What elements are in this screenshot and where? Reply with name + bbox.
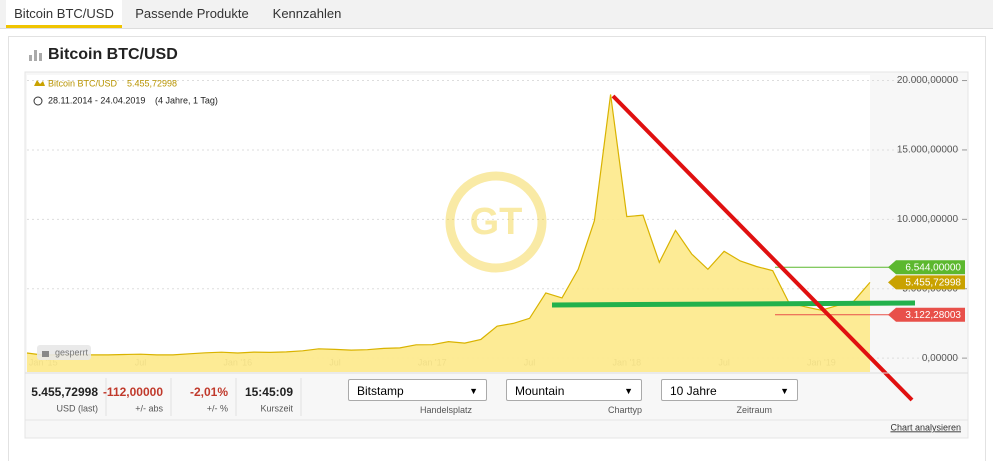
drawn-trend-line — [611, 94, 914, 402]
tab[interactable]: Passende Produkte — [135, 6, 249, 21]
panel — [8, 36, 986, 461]
stat-value: -112,00000 — [103, 385, 163, 399]
stat-label: USD (last) — [56, 403, 98, 413]
stat-label: Kurszeit — [260, 403, 293, 413]
y-tick-label: 10.000,00000 — [897, 214, 959, 225]
lock-badge — [37, 345, 91, 360]
stat-value: 15:45:09 — [245, 385, 293, 399]
watermark: GT — [445, 171, 547, 273]
clock-icon — [33, 96, 43, 106]
select-label: Zeitraum — [736, 405, 772, 415]
select[interactable]: Mountain — [506, 379, 642, 402]
tab-bar: Bitcoin BTC/USD Passende Produkte Kennza… — [0, 0, 993, 29]
tab[interactable]: Bitcoin BTC/USD — [6, 0, 122, 28]
y-tick-label: 0,00000 — [922, 353, 959, 364]
legend-icon — [34, 80, 45, 86]
legend-price: 5.455,72998 — [127, 78, 177, 88]
lock-icon — [42, 351, 49, 357]
select-label: Charttyp — [607, 405, 642, 415]
y-tick-label: 15.000,00000 — [897, 145, 959, 156]
select[interactable]: 10 Jahre — [661, 379, 798, 402]
mountain-line — [26, 94, 871, 356]
marker-label: 5.455,72998 — [905, 278, 961, 289]
stat-value: 5.455,72998 — [31, 385, 98, 399]
chart-icon — [29, 50, 42, 61]
marker-badge — [888, 307, 965, 322]
drawn-support-line — [551, 300, 916, 308]
lock-label: gesperrt — [55, 347, 89, 357]
stat-label: +/- % — [207, 403, 228, 413]
marker-badge — [888, 260, 965, 275]
page-title: Bitcoin BTC/USD — [48, 46, 178, 63]
stat-value: -2,01% — [190, 385, 228, 399]
tab[interactable]: Kennzahlen — [272, 6, 342, 21]
marker-badge — [888, 275, 965, 290]
svg-text:GT: GT — [470, 201, 523, 243]
legend-name: Bitcoin BTC/USD — [48, 78, 118, 88]
legend-range: 28.11.2014 - 24.04.2019 — [48, 95, 145, 105]
select-label: Handelsplatz — [419, 405, 472, 415]
select[interactable]: Bitstamp — [348, 379, 487, 402]
marker-label: 3.122,28003 — [905, 310, 961, 321]
legend-duration: (4 Jahre, 1 Tag) — [155, 95, 218, 105]
chart-analyze-link[interactable]: Chart analysieren — [890, 422, 961, 432]
stat-label: +/- abs — [135, 403, 163, 413]
marker-label: 6.544,00000 — [905, 262, 961, 273]
y-tick-label: 20.000,00000 — [897, 75, 959, 86]
